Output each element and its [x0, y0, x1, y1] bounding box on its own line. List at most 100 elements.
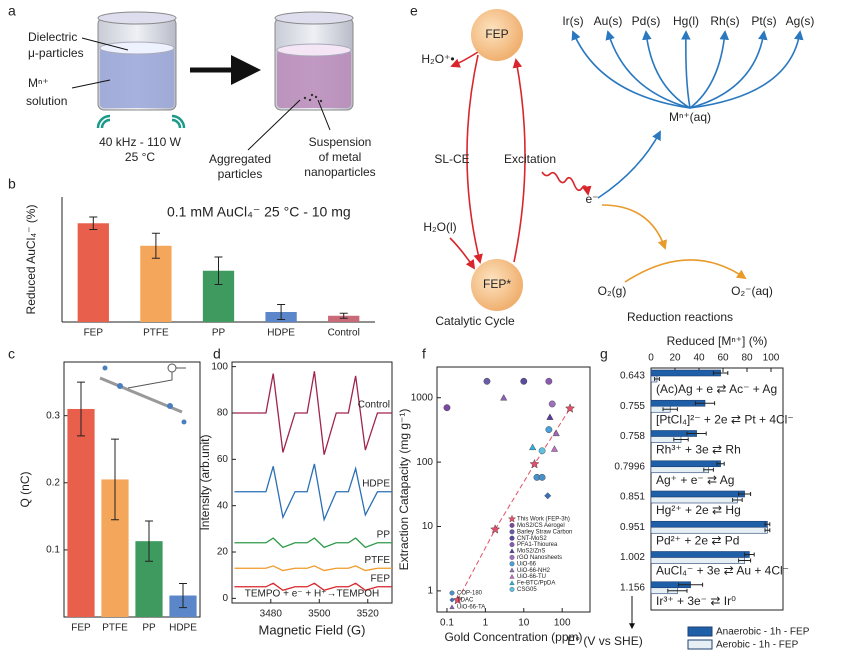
equation: Rh³⁺ + 3e ⇄ Rh	[656, 443, 741, 457]
x-tick-label: 100	[763, 353, 780, 364]
leader-lines	[71, 37, 331, 151]
annotation: 0.1 mM AuCl₄⁻ 25 °C - 10 mg	[167, 204, 351, 220]
marker	[552, 429, 560, 437]
label: Excitation	[504, 152, 556, 166]
legend-label: Barley Straw Carbon	[517, 529, 572, 535]
error-bar	[277, 304, 286, 320]
error-bar	[738, 558, 752, 563]
marker	[509, 586, 515, 592]
error-bar	[716, 461, 725, 466]
spectrum	[234, 537, 392, 549]
label: SL-CE	[434, 152, 469, 166]
y-tick-label: 20	[217, 547, 229, 558]
x-tick-label: PTFE	[102, 623, 128, 634]
label: nanoparticles	[304, 165, 375, 179]
marker	[545, 377, 553, 385]
marker	[538, 473, 546, 481]
bar	[328, 315, 360, 322]
error-bar	[145, 520, 153, 562]
plot-frame	[231, 361, 393, 604]
x-tick-label: PP	[142, 623, 156, 634]
legend-label: TDAC	[457, 598, 474, 604]
diagram-arrows	[449, 30, 804, 283]
label: Mⁿ⁺	[28, 76, 49, 90]
fep-orb	[471, 9, 523, 61]
bar	[650, 526, 768, 534]
marker	[509, 529, 515, 535]
y-tick-label: 40	[217, 500, 229, 511]
bar	[650, 460, 721, 468]
series-label: FEP	[371, 573, 391, 584]
x-tick-label: HDPE	[169, 623, 197, 634]
fep-orb	[471, 259, 523, 311]
panel-letter: b	[8, 176, 16, 192]
bar	[650, 369, 721, 377]
legend-label: PFA1-Thiourea	[517, 542, 558, 548]
y-tick-label: 1000	[411, 392, 434, 403]
marker	[449, 597, 455, 603]
annotation: TEMPO + e⁻ + H⁺→TEMPOH	[245, 589, 379, 600]
label: H₂O(l)	[423, 220, 456, 234]
marker	[483, 377, 491, 385]
marker	[509, 573, 515, 579]
error-bar	[179, 582, 187, 609]
ultrasound-icon	[96, 114, 186, 129]
marker	[509, 567, 515, 573]
x-tick-label: FEP	[84, 328, 104, 339]
error-bar	[667, 588, 688, 593]
bar	[650, 496, 738, 504]
x-tick-label: HDPE	[267, 328, 295, 339]
label: particles	[218, 167, 263, 181]
x-tick-label: FEP	[71, 623, 91, 634]
y-tick-label: 1	[427, 586, 433, 597]
metal: Ag(s)	[786, 14, 815, 28]
error-bar	[77, 381, 85, 437]
metal: Au(s)	[594, 14, 623, 28]
y-tick-label: 80	[217, 408, 229, 419]
plot-frame	[650, 367, 784, 611]
x-tick-label: PP	[212, 328, 226, 339]
label: e⁻	[585, 192, 598, 206]
series-label: PTFE	[364, 555, 390, 566]
bar	[67, 408, 95, 617]
marker	[545, 426, 553, 433]
y-tick-label: 0.951	[620, 522, 645, 533]
marker	[538, 447, 546, 455]
marker	[509, 535, 515, 541]
marker	[544, 492, 552, 500]
label: 40 kHz - 110 W	[99, 135, 181, 149]
node-label: FEP	[485, 27, 508, 41]
marker	[529, 443, 537, 451]
y-tick-label: 0.755	[620, 401, 645, 412]
error-bar	[686, 431, 707, 436]
marker	[449, 604, 455, 609]
equation: Hg²⁺ + 2e ⇄ Hg	[656, 503, 741, 517]
y-tick-label: 0	[222, 593, 228, 604]
error-bar	[744, 552, 755, 557]
error-bar	[712, 371, 729, 375]
x-tick-label: 80	[741, 353, 753, 364]
marker	[520, 377, 528, 385]
y-axis-label: Reduced AuCl₄⁻ (%)	[24, 205, 38, 315]
error-bar	[703, 467, 714, 472]
error-bar	[738, 492, 752, 496]
marker	[550, 445, 559, 452]
equation: Ag⁺ + e⁻ ⇄ Ag	[656, 473, 734, 487]
x-tick-label: 3500	[308, 609, 331, 620]
bar	[650, 551, 750, 558]
panel-letter: a	[8, 3, 16, 19]
x-tick-label: PTFE	[143, 328, 169, 339]
inset-icon	[99, 363, 187, 425]
y-tick-label: 0.1	[46, 545, 60, 556]
error-bar	[694, 401, 716, 406]
error-bar	[339, 312, 348, 319]
label: μ-particles	[28, 46, 84, 60]
marker	[509, 580, 515, 585]
series-label: Control	[358, 400, 390, 411]
label: Reduction reactions	[627, 310, 733, 324]
error-bar	[214, 256, 223, 285]
x-tick-label: 10	[518, 618, 530, 629]
x-tick-label: 3520	[357, 609, 380, 620]
equation: (Ac)Ag + e ⇄ Ac⁻ + Ag	[656, 382, 777, 396]
